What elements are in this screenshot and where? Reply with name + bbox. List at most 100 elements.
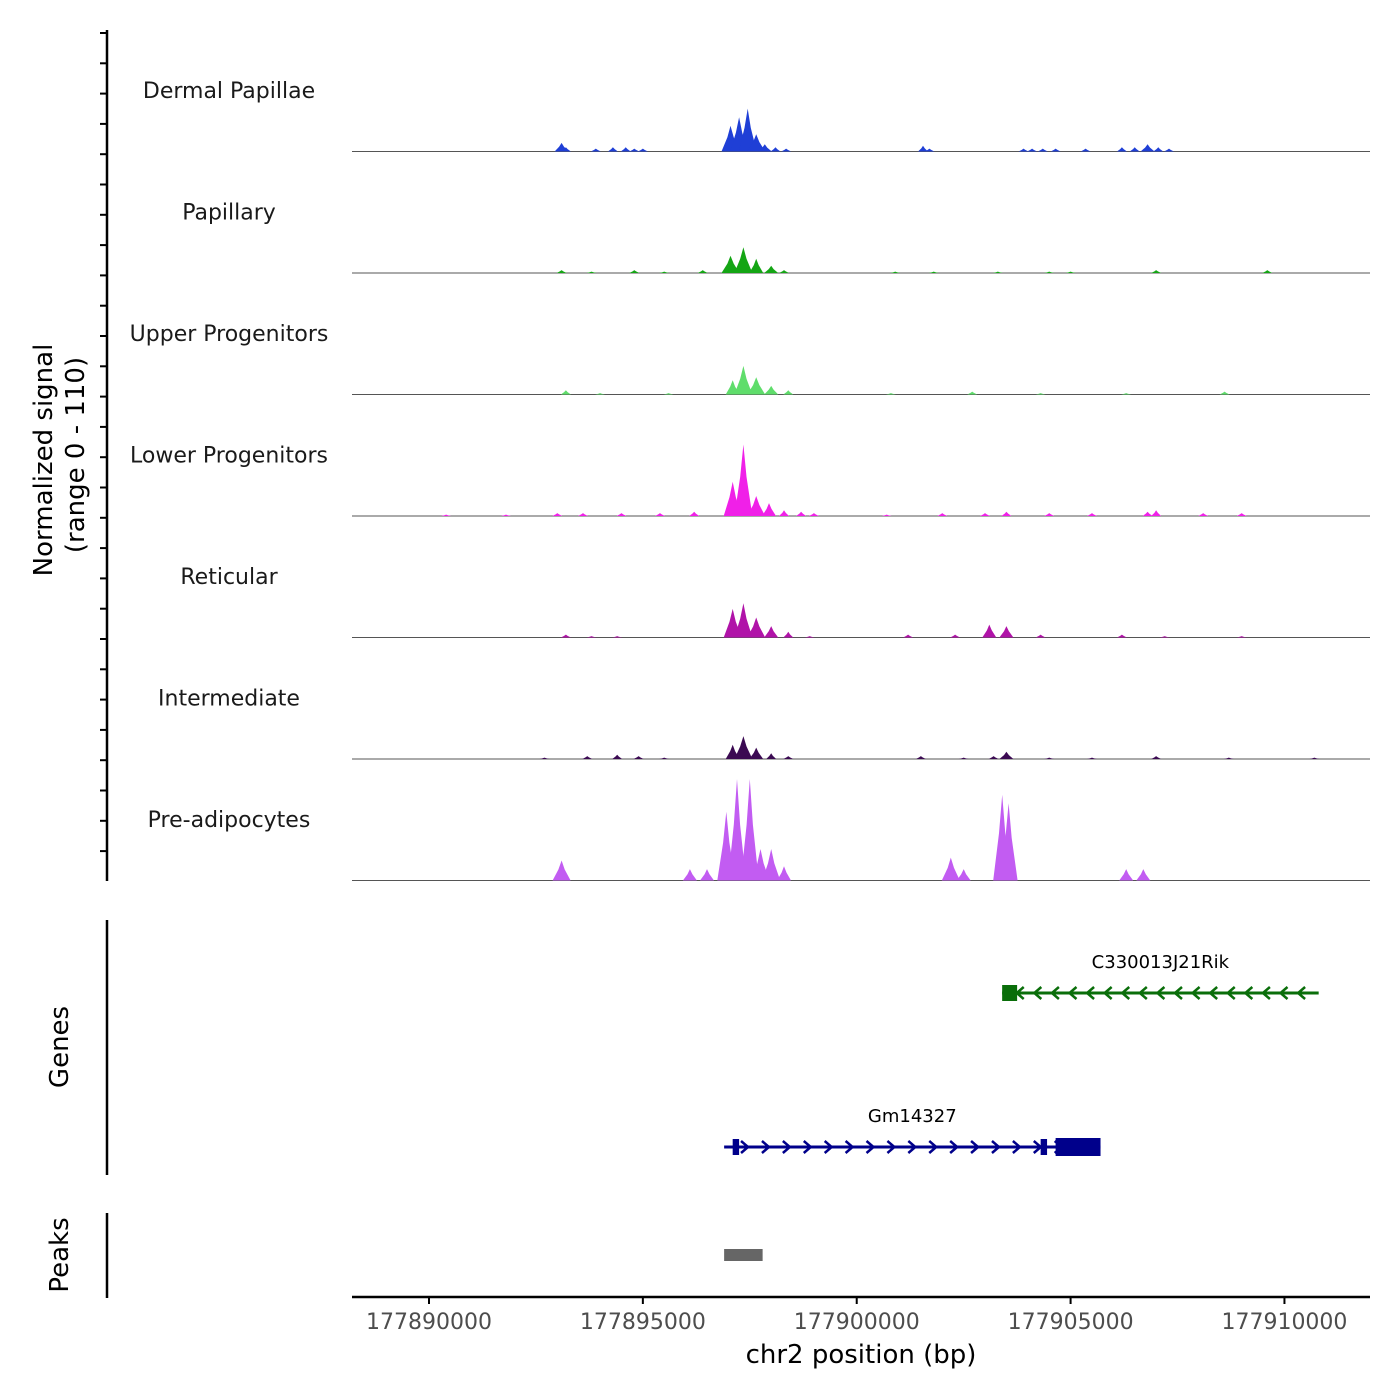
strand-arrow (907, 1140, 918, 1154)
coverage-peak (980, 513, 990, 516)
coverage-peak (560, 390, 571, 395)
coverage-peak (783, 756, 794, 759)
coverage-peak (1164, 148, 1174, 152)
coverage-peak (655, 513, 665, 516)
strand-arrow (1296, 986, 1306, 1000)
coverage-track-4: Reticular (180, 565, 1370, 638)
track-label: Upper Progenitors (130, 322, 329, 347)
coverage-peak (885, 393, 896, 395)
gene-exon (732, 1139, 740, 1155)
coverage-peak (578, 513, 588, 516)
strand-arrow (1049, 986, 1060, 1000)
coverage-peak (582, 756, 593, 759)
coverage-peak (616, 513, 627, 516)
strand-arrow (761, 1140, 771, 1154)
coverage-peak (738, 108, 757, 152)
position-x-axis: 177890000 177895000 177900000 177905000 1779… (352, 1295, 1370, 1335)
gene-exon (1055, 1138, 1101, 1156)
coverage-peak (937, 513, 948, 516)
coverage-peak (629, 148, 640, 152)
coverage-track-5: Intermediate (158, 687, 1370, 760)
coverage-peak (783, 390, 794, 395)
track-label: Lower Progenitors (130, 444, 328, 469)
coverage-peak (967, 391, 978, 395)
strand-arrow (1225, 986, 1236, 1000)
coverage-peak (552, 860, 571, 881)
coverage-peak (749, 747, 764, 759)
strand-arrow (865, 1140, 876, 1154)
coverage-track-3: Lower Progenitors (130, 444, 1370, 517)
x-tick-label: 177890000 (366, 1310, 492, 1335)
coverage-peak (1044, 757, 1055, 759)
track-label: Papillary (182, 201, 276, 226)
coverage-peak (1035, 393, 1046, 395)
coverage-peak (999, 803, 1018, 881)
coverage-peak (1080, 148, 1091, 152)
coverage-peak (607, 147, 618, 152)
coverage-peak (734, 736, 753, 759)
coverage-peak (629, 270, 640, 273)
coverage-peak (747, 617, 766, 638)
peaks-track-label: Peaks (45, 1217, 75, 1292)
coverage-peak (903, 634, 914, 638)
coverage-peak (1116, 147, 1127, 152)
strand-arrow (1243, 986, 1254, 1000)
strand-arrow (782, 1140, 792, 1154)
strand-arrow (1102, 986, 1113, 1000)
coverage-peak (1001, 511, 1012, 516)
strand-arrow (1012, 1140, 1022, 1154)
coverage-peak (1087, 757, 1097, 759)
coverage-peak (1236, 636, 1247, 638)
coverage-peak (697, 270, 708, 273)
x-tick-label: 177905000 (1008, 1310, 1134, 1335)
signal-y-axis-range: (range 0 - 110) (61, 357, 91, 553)
coverage-peak (734, 444, 753, 516)
coverage-peak (757, 144, 772, 152)
track-label: Dermal Papillae (143, 79, 315, 104)
coverage-track-0: Dermal Papillae (143, 79, 1370, 152)
strand-arrow (1137, 986, 1148, 1000)
coverage-peak (777, 866, 791, 881)
coverage-peak (779, 510, 789, 516)
coverage-peak (1223, 757, 1234, 759)
track-label: Pre-adipocytes (148, 808, 311, 833)
coverage-peak (1116, 634, 1127, 638)
coverage-peak (595, 393, 606, 395)
coverage-track-2: Upper Progenitors (130, 322, 1370, 395)
signal-y-axis-ticks (100, 32, 107, 853)
peak-region-track (724, 1249, 763, 1261)
coverage-peak (1027, 148, 1038, 152)
coverage-peak (1037, 148, 1048, 152)
signal-y-axis (100, 30, 109, 881)
coverage-peak (1087, 513, 1097, 516)
coverage-peak (620, 147, 631, 152)
coverage-peak (941, 857, 960, 881)
coverage-peak (958, 757, 969, 759)
coverage-peak (1018, 148, 1029, 152)
coverage-peak (1262, 270, 1273, 273)
coverage-peak (1151, 510, 1162, 516)
coverage-peak (689, 511, 700, 516)
coverage-peak (992, 271, 1003, 273)
coverage-peak (721, 255, 740, 273)
signal-y-axis-title: Normalized signal (29, 344, 59, 577)
strand-arrow (1260, 986, 1271, 1000)
strand-arrow (1067, 986, 1078, 1000)
coverage-peak (560, 147, 571, 152)
coverage-peak (1198, 513, 1209, 516)
gene-exon (1002, 985, 1018, 1001)
gene-exon (1040, 1139, 1048, 1155)
coverage-peak (659, 757, 670, 759)
coverage-peak (764, 626, 779, 638)
coverage-peak (1159, 636, 1170, 638)
coverage-peak (560, 634, 571, 638)
coverage-peak (924, 148, 935, 152)
coverage-peak (1129, 147, 1140, 152)
coverage-track-6: Pre-adipocytes (148, 779, 1370, 881)
coverage-peak (1119, 869, 1134, 881)
coverage-peak (982, 624, 997, 638)
coverage-peak (728, 779, 746, 881)
coverage-peak (612, 754, 623, 759)
coverage-peak (779, 270, 789, 273)
coverage-peak (539, 757, 550, 759)
